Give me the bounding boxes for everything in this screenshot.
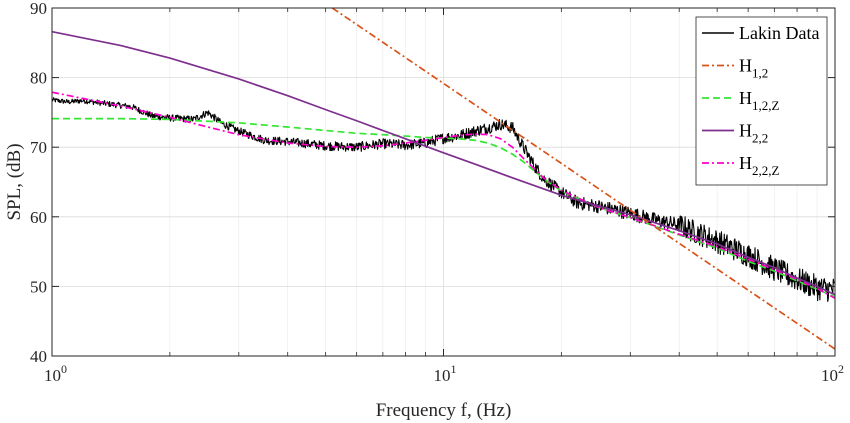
x-tick-label: 100	[44, 362, 67, 385]
legend-box	[695, 16, 828, 186]
series-line-h2-2-z	[52, 91, 835, 299]
legend-label: H1,2,Z	[739, 88, 780, 113]
x-tick-label: 101	[434, 362, 457, 385]
legend-label: H1,2	[739, 56, 768, 81]
y-tick-label: 60	[30, 208, 47, 227]
legend: Lakin Data H1,2 H1,2,Z H2,2 H2,2,Z	[695, 16, 828, 186]
series-line-lakin-data	[52, 97, 835, 302]
y-tick-label: 70	[30, 138, 47, 157]
y-axis-label: SPL, (dB)	[4, 143, 25, 220]
legend-label: H2,2	[739, 121, 768, 146]
series-group	[52, 8, 835, 350]
x-axis-label: Frequency f, (Hz)	[376, 400, 512, 421]
y-tick-label: 90	[30, 0, 47, 18]
y-tick-label: 50	[30, 277, 47, 296]
y-tick-label: 80	[30, 69, 47, 88]
series-line-h2-2	[52, 30, 835, 296]
y-tick-label: 40	[30, 347, 47, 366]
legend-label: H2,2,Z	[739, 153, 780, 178]
series-line-h1-2	[331, 8, 835, 350]
series-line-h1-2-z	[52, 117, 835, 298]
x-tick-label: 102	[821, 362, 844, 385]
legend-label: Lakin Data	[739, 23, 819, 43]
ticks	[51, 7, 836, 357]
